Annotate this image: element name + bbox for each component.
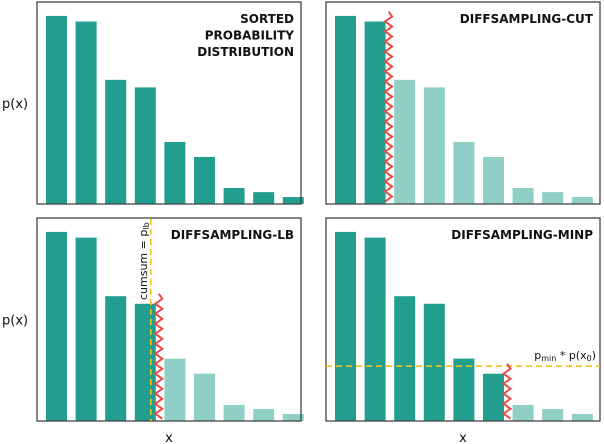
bar-6	[194, 156, 215, 204]
bar-4	[423, 87, 445, 204]
cut-zigzag	[501, 363, 513, 420]
text: )	[592, 349, 596, 362]
bar-7	[512, 188, 534, 204]
panel-frame	[36, 217, 302, 422]
bar-1	[46, 231, 67, 421]
bar-2	[75, 237, 97, 421]
y-axis-label: p(x)	[2, 314, 28, 329]
subscript: min	[541, 354, 556, 363]
bar-7	[223, 404, 245, 421]
subscript: lb	[142, 222, 151, 229]
bar-8	[253, 409, 275, 421]
bar-4	[134, 87, 156, 204]
bar-7	[512, 404, 534, 421]
threshold-label: pmin * p(x0)	[534, 349, 596, 363]
bar-4	[423, 303, 445, 421]
panel-4: DIFFSAMPLING-MINP x pmin * p(x0)	[325, 217, 601, 444]
bar-3	[394, 79, 416, 204]
bar-5	[453, 141, 475, 204]
cut-zigzag	[383, 10, 394, 203]
bar-2	[364, 237, 386, 421]
panel-frame	[36, 1, 302, 205]
panel-title: DISTRIBUTION	[197, 45, 294, 59]
bar-6	[483, 373, 504, 421]
y-axis-label: p(x)	[2, 97, 28, 112]
threshold-label: cumsum = plb	[137, 222, 151, 300]
bar-1	[335, 231, 356, 421]
bar-8	[542, 409, 564, 421]
panel-3: DIFFSAMPLING-LB p(x) x cumsum = plb	[2, 217, 304, 444]
panel-1: SORTED PROBABILITY DISTRIBUTION p(x)	[2, 1, 304, 205]
x-axis-label: x	[165, 431, 173, 444]
bar-5	[164, 358, 186, 421]
bar-1	[46, 15, 67, 205]
bar-3	[105, 79, 127, 204]
bar-3	[394, 296, 416, 421]
bar-2	[364, 21, 386, 204]
bar-9	[282, 197, 304, 204]
panel-title: DIFFSAMPLING-MINP	[451, 228, 593, 242]
bar-1	[335, 15, 356, 205]
panel-frame	[325, 1, 601, 205]
bar-6	[194, 373, 215, 421]
bar-5	[164, 141, 186, 204]
panel-title: SORTED	[240, 12, 294, 26]
bar-6	[483, 156, 504, 204]
bar-8	[253, 192, 275, 204]
panel-title: DIFFSAMPLING-CUT	[460, 12, 594, 26]
bar-4	[134, 303, 156, 421]
panel-title: DIFFSAMPLING-LB	[171, 228, 294, 242]
bar-2	[75, 21, 97, 204]
text: * p(x	[556, 349, 587, 362]
panel-frame	[325, 217, 601, 422]
cut-zigzag	[153, 293, 165, 420]
bar-8	[542, 192, 564, 204]
panel-2: DIFFSAMPLING-CUT	[325, 1, 601, 205]
bar-9	[571, 197, 593, 204]
bar-9	[282, 414, 304, 421]
panel-title: PROBABILITY	[205, 29, 295, 43]
bar-5	[453, 358, 475, 421]
bar-9	[571, 414, 593, 421]
subscript: 0	[587, 354, 592, 363]
bar-3	[105, 296, 127, 421]
bar-7	[223, 188, 245, 204]
x-axis-label: x	[459, 431, 467, 444]
